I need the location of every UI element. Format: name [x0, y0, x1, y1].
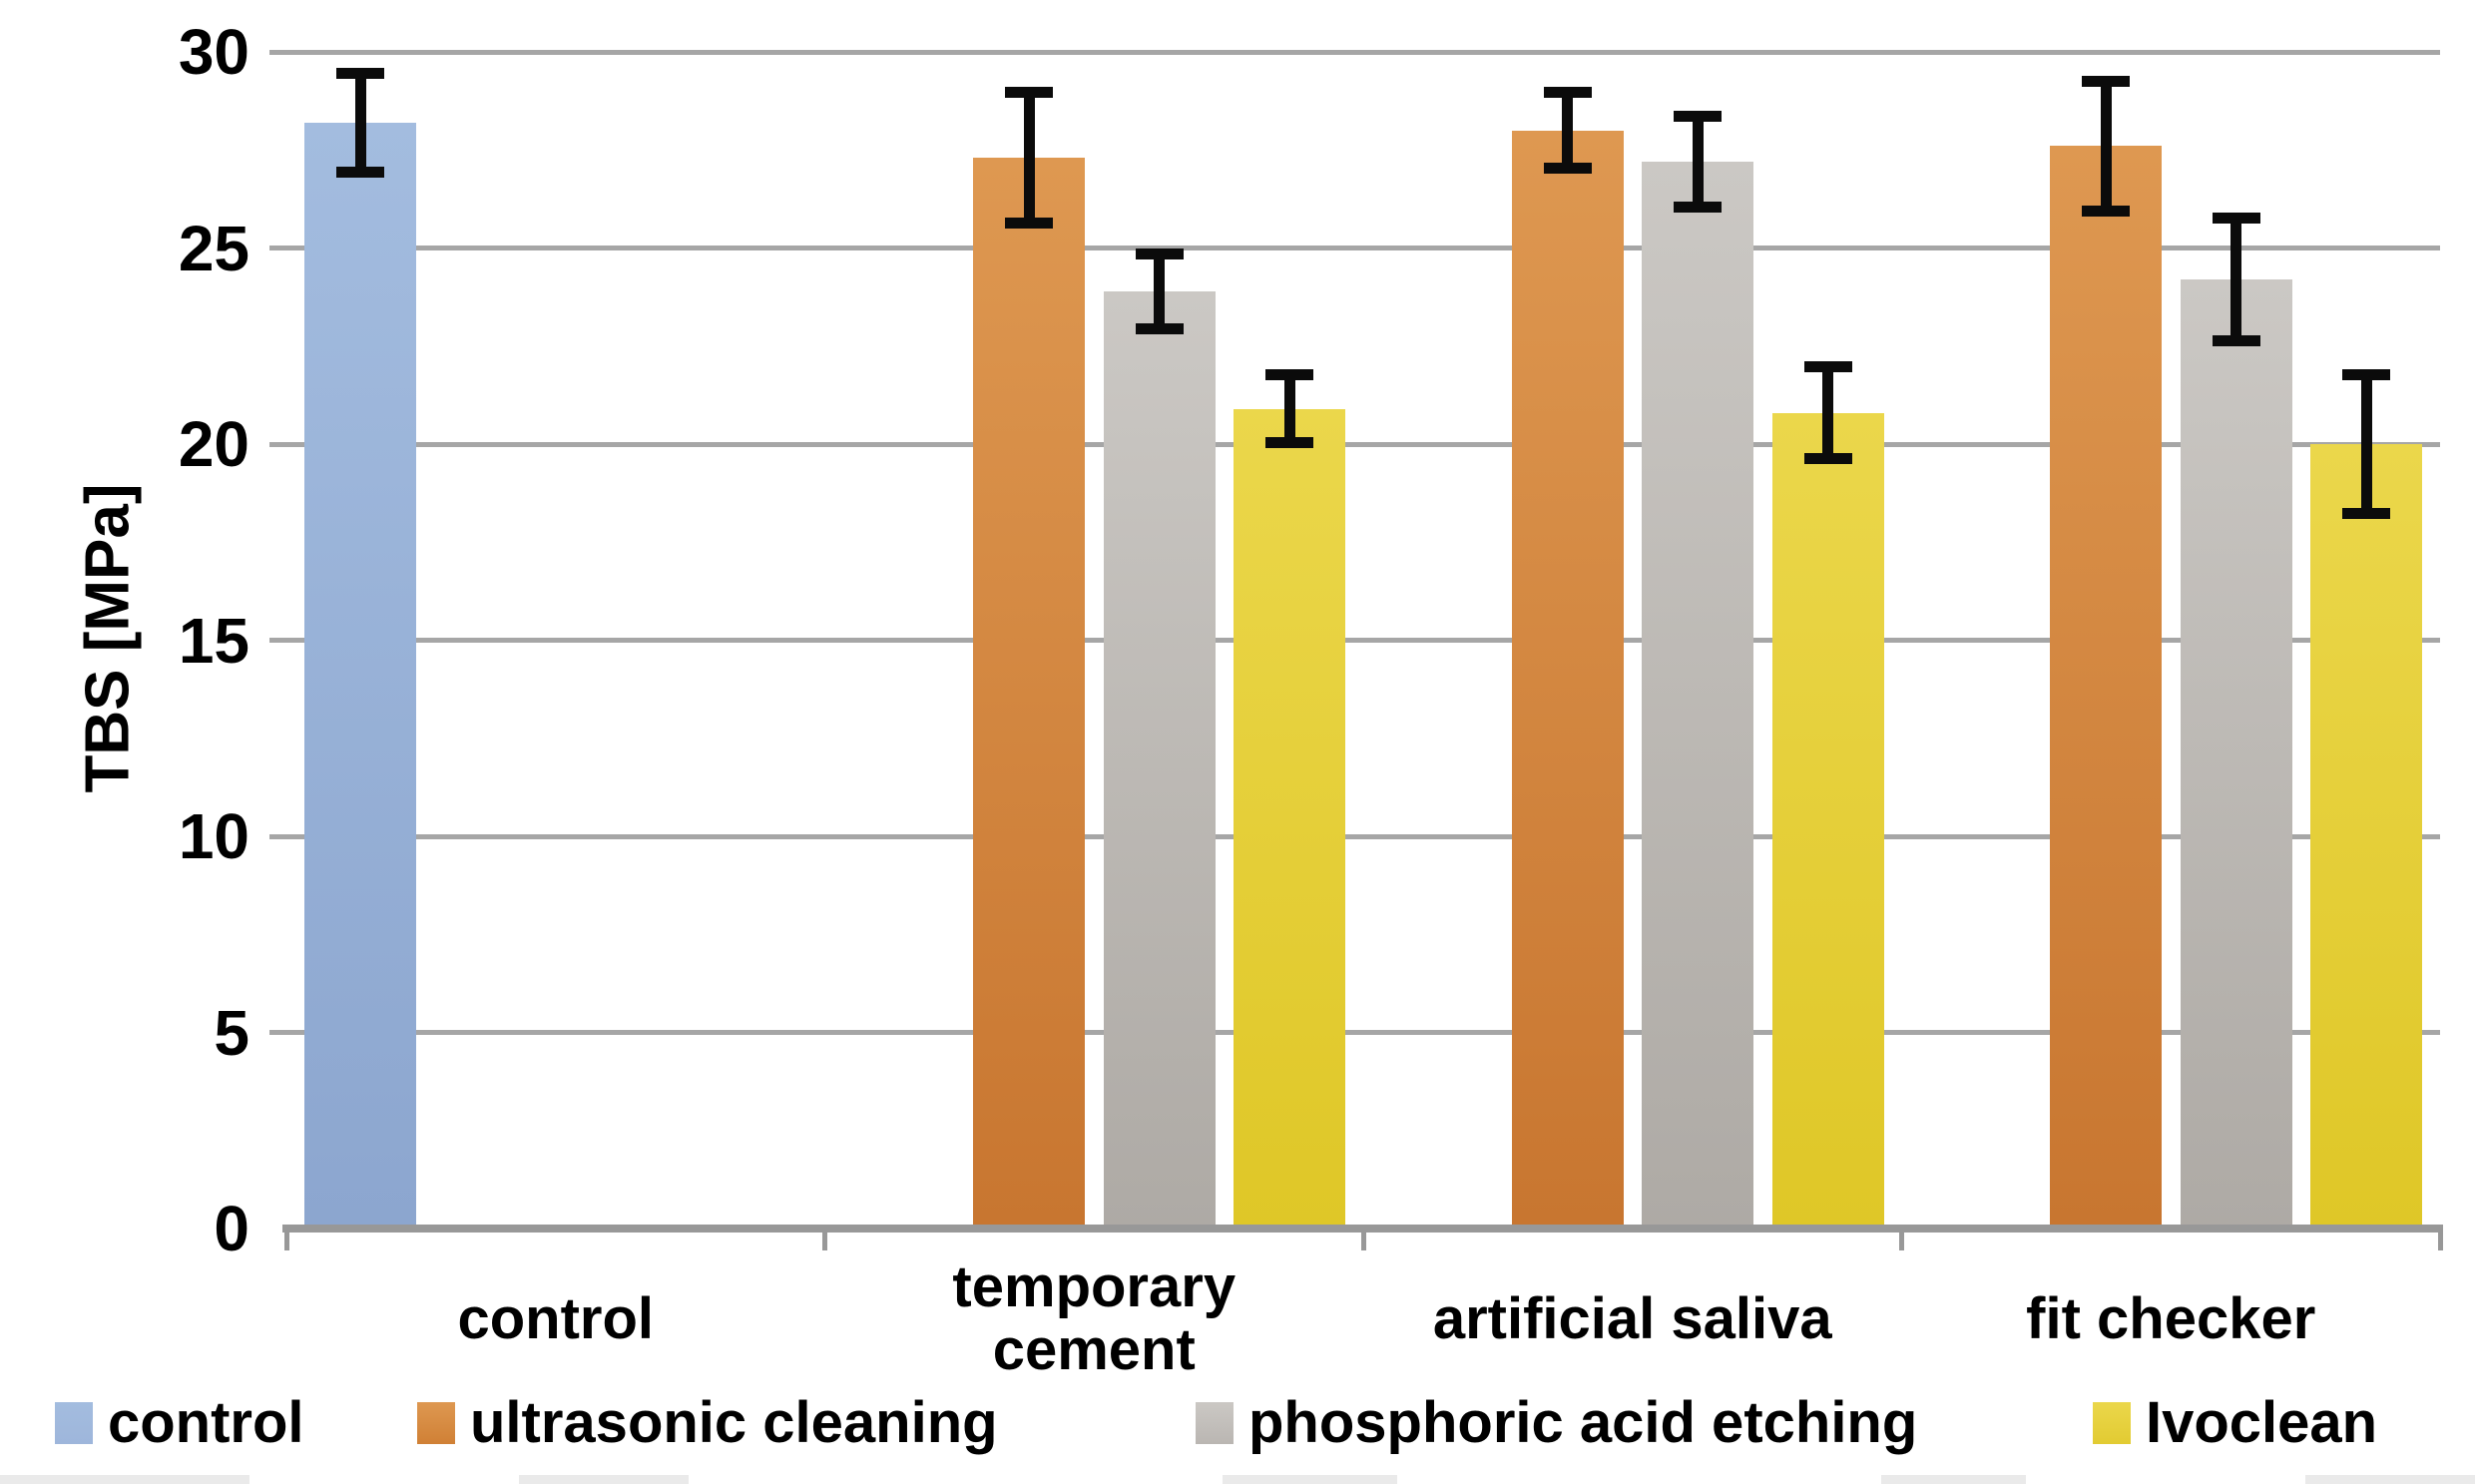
bar-control-control: [304, 122, 416, 1227]
y-tick-mark-25: [269, 246, 286, 250]
gridline-20: [286, 441, 2440, 447]
error-bar-ultrasonic-cleaning-temporary-cement: [1023, 87, 1035, 229]
error-bar-ultrasonic-cleaning-artificial-saliva: [1562, 87, 1573, 174]
error-bar-ivoclean-artificial-saliva: [1822, 361, 1833, 464]
gridline-5: [286, 1030, 2440, 1035]
x-tick-mark-0: [283, 1225, 289, 1250]
legend-swatch-ivoclean: [2093, 1402, 2131, 1444]
bar-ultrasonic-cleaning-artificial-saliva: [1511, 130, 1624, 1227]
x-tick-mark-2: [1360, 1225, 1366, 1250]
error-bar-cap-bottom: [1803, 452, 1852, 464]
y-tick-label-5: 5: [214, 996, 249, 1069]
error-bar-cap-top: [2342, 369, 2390, 381]
error-bar-cap-top: [1674, 110, 1722, 122]
y-tick-label-10: 10: [178, 800, 249, 872]
bar-phosphoric-acid-etching-fit-checker: [2180, 278, 2292, 1227]
error-bar-cap-top: [1543, 87, 1592, 99]
y-tick-mark-15: [269, 638, 286, 643]
error-bar-cap-bottom: [1674, 202, 1722, 214]
legend-label-ultrasonic-cleaning: ultrasonic cleaning: [470, 1390, 998, 1455]
legend-label-control: control: [108, 1390, 304, 1455]
error-bar-cap-top: [336, 67, 384, 79]
y-tick-mark-5: [269, 1030, 286, 1035]
bar-phosphoric-acid-etching-artificial-saliva: [1642, 162, 1753, 1227]
x-tick-mark-4: [2437, 1225, 2443, 1250]
x-category-label-control: control: [457, 1285, 655, 1351]
x-tick-mark-1: [822, 1225, 827, 1250]
cropped-row-fragment-4: [2305, 1475, 2475, 1484]
bar-ivoclean-artificial-saliva: [1771, 412, 1884, 1227]
gridline-10: [286, 833, 2440, 839]
y-tick-mark-10: [269, 833, 286, 839]
bar-phosphoric-acid-etching-temporary-cement: [1103, 290, 1216, 1227]
legend-swatch-ultrasonic-cleaning: [417, 1402, 455, 1444]
error-bar-cap-top: [1135, 247, 1184, 259]
cropped-row-fragment-1: [519, 1475, 689, 1484]
error-bar-cap-bottom: [336, 166, 384, 178]
gridline-30: [286, 49, 2440, 55]
gridline-25: [286, 246, 2440, 250]
error-bar-cap-bottom: [1135, 322, 1184, 334]
y-tick-label-15: 15: [178, 604, 249, 677]
bar-ultrasonic-cleaning-fit-checker: [2050, 146, 2162, 1227]
error-bar-cap-bottom: [2342, 507, 2390, 519]
error-bar-cap-top: [1265, 369, 1313, 381]
error-bar-ivoclean-fit-checker: [2360, 369, 2372, 519]
error-bar-cap-top: [1803, 361, 1852, 373]
legend-item-ultrasonic-cleaning: ultrasonic cleaning: [417, 1394, 998, 1452]
legend-swatch-phosphoric-acid-etching: [1196, 1402, 1234, 1444]
y-tick-label-20: 20: [178, 408, 249, 480]
cropped-row-fragment-0: [0, 1475, 249, 1484]
error-bar-phosphoric-acid-etching-fit-checker: [2230, 213, 2241, 346]
cropped-row-fragment-2: [1223, 1475, 1397, 1484]
y-tick-mark-20: [269, 441, 286, 447]
x-tick-mark-3: [1899, 1225, 1904, 1250]
error-bar-ultrasonic-cleaning-fit-checker: [2100, 75, 2112, 218]
error-bar-control-control: [354, 67, 366, 178]
error-bar-cap-top: [2212, 213, 2260, 225]
y-tick-label-30: 30: [178, 16, 249, 88]
y-tick-label-0: 0: [214, 1193, 249, 1264]
y-tick-label-25: 25: [178, 212, 249, 284]
y-tick-mark-30: [269, 49, 286, 55]
error-bar-cap-bottom: [1265, 436, 1313, 448]
legend-label-ivoclean: Ivoclean: [2146, 1390, 2378, 1455]
error-bar-phosphoric-acid-etching-temporary-cement: [1154, 247, 1165, 334]
gridline-15: [286, 638, 2440, 643]
cropped-row-fragment-3: [1881, 1475, 2026, 1484]
error-bar-cap-top: [1005, 87, 1053, 99]
x-category-label-artificial-saliva: artificial saliva: [1432, 1285, 1832, 1351]
legend-item-phosphoric-acid-etching: phosphoric acid etching: [1196, 1394, 1917, 1452]
bar-ivoclean-fit-checker: [2310, 444, 2422, 1227]
error-bar-cap-bottom: [2212, 334, 2260, 346]
error-bar-ivoclean-temporary-cement: [1283, 369, 1295, 448]
legend-item-control: control: [55, 1394, 304, 1452]
bar-ivoclean-temporary-cement: [1234, 408, 1345, 1227]
legend-label-phosphoric-acid-etching: phosphoric acid etching: [1248, 1390, 1918, 1455]
error-bar-cap-top: [2082, 75, 2130, 87]
legend-item-ivoclean: Ivoclean: [2093, 1394, 2377, 1452]
legend-swatch-control: [55, 1402, 93, 1444]
error-bar-phosphoric-acid-etching-artificial-saliva: [1692, 110, 1704, 214]
error-bar-cap-bottom: [1005, 217, 1053, 229]
bar-ultrasonic-cleaning-temporary-cement: [973, 158, 1085, 1227]
error-bar-cap-bottom: [1543, 162, 1592, 174]
x-category-label-fit-checker: fit checker: [2026, 1285, 2316, 1351]
x-category-label-temporary-cement: temporary cement: [952, 1254, 1237, 1382]
error-bar-cap-bottom: [2082, 206, 2130, 218]
